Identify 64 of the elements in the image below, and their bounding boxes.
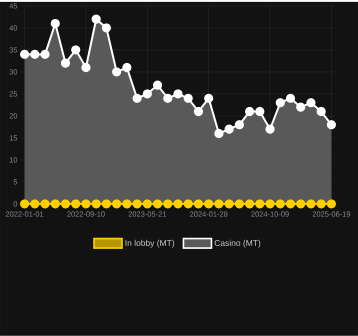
point (255, 106, 264, 116)
point (255, 199, 264, 209)
point (40, 50, 50, 59)
point (204, 94, 214, 103)
point (132, 94, 142, 103)
legend-label: Casino (MT) (214, 240, 260, 248)
point (326, 199, 336, 209)
point (194, 199, 204, 209)
point (50, 18, 60, 28)
point (296, 102, 306, 112)
point (163, 199, 172, 209)
point (245, 106, 254, 116)
point (173, 199, 183, 209)
legend-label: In lobby (MT) (126, 240, 174, 248)
point (30, 199, 40, 209)
point (276, 98, 285, 108)
point (152, 80, 162, 90)
point (194, 106, 204, 116)
point (224, 124, 234, 134)
point (71, 45, 80, 55)
point (224, 199, 234, 209)
point (102, 199, 111, 209)
point (81, 62, 91, 72)
point (50, 199, 60, 209)
point (142, 89, 152, 99)
point (316, 199, 326, 209)
point (265, 124, 275, 134)
point (112, 67, 122, 77)
point (296, 199, 306, 209)
point (286, 199, 296, 209)
point (234, 120, 244, 130)
point (234, 199, 244, 209)
point (122, 199, 132, 209)
point (92, 199, 101, 209)
point (102, 23, 111, 33)
point (245, 199, 254, 209)
point (184, 94, 193, 103)
point (92, 14, 101, 24)
point (306, 98, 316, 108)
point (163, 94, 172, 103)
point (132, 199, 142, 209)
point (316, 106, 326, 116)
point (81, 199, 91, 209)
point (112, 199, 122, 209)
point (173, 89, 183, 99)
point (214, 199, 224, 209)
point (286, 94, 296, 103)
point (204, 199, 214, 209)
point (60, 199, 70, 209)
point (326, 120, 336, 130)
point (71, 199, 80, 209)
point (122, 62, 132, 72)
point (152, 199, 162, 209)
point (40, 199, 50, 209)
point (20, 199, 30, 209)
point (142, 199, 152, 209)
point (30, 50, 40, 59)
point (306, 199, 316, 209)
point (276, 199, 285, 209)
point (20, 50, 30, 59)
point (60, 58, 70, 68)
point (265, 199, 275, 209)
point (214, 128, 224, 138)
point (184, 199, 193, 209)
